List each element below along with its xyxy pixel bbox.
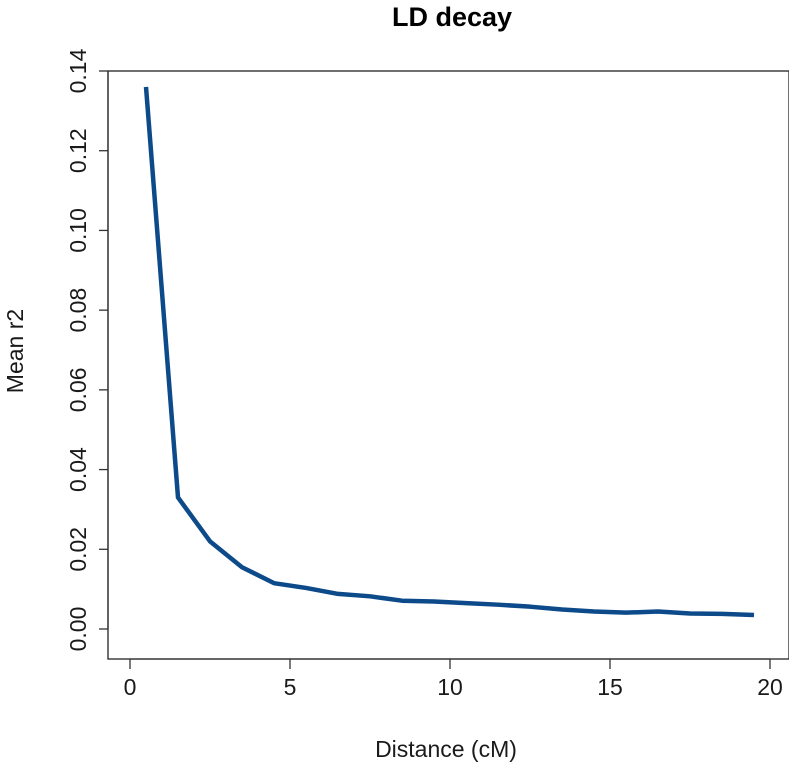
series-line <box>143 86 755 618</box>
x-tick-label: 5 <box>284 674 297 700</box>
x-tick-label: 20 <box>757 674 783 700</box>
x-tick-label: 10 <box>437 674 463 700</box>
chart-title: LD decay <box>392 2 512 32</box>
y-tick-label: 0.02 <box>65 527 91 572</box>
y-tick-label: 0.12 <box>65 128 91 173</box>
y-tick-label: 0.08 <box>65 288 91 333</box>
y-tick-label: 0.06 <box>65 367 91 412</box>
y-axis-label: Mean r2 <box>2 309 28 393</box>
plot-frame <box>107 70 789 660</box>
y-tick-label: 0.14 <box>65 48 91 93</box>
ticks-group: 0 5 10 15 20 0.00 0.02 0.04 0.06 0.08 0.10 0.12 0.14 <box>65 48 783 700</box>
x-tick-label: 15 <box>597 674 623 700</box>
x-axis-label: Distance (cM) <box>375 736 517 762</box>
x-tick-label: 0 <box>124 674 137 700</box>
y-tick-label: 0.00 <box>65 607 91 652</box>
y-tick-label: 0.10 <box>65 208 91 253</box>
series-layer <box>143 86 755 618</box>
y-tick-label: 0.04 <box>65 447 91 492</box>
